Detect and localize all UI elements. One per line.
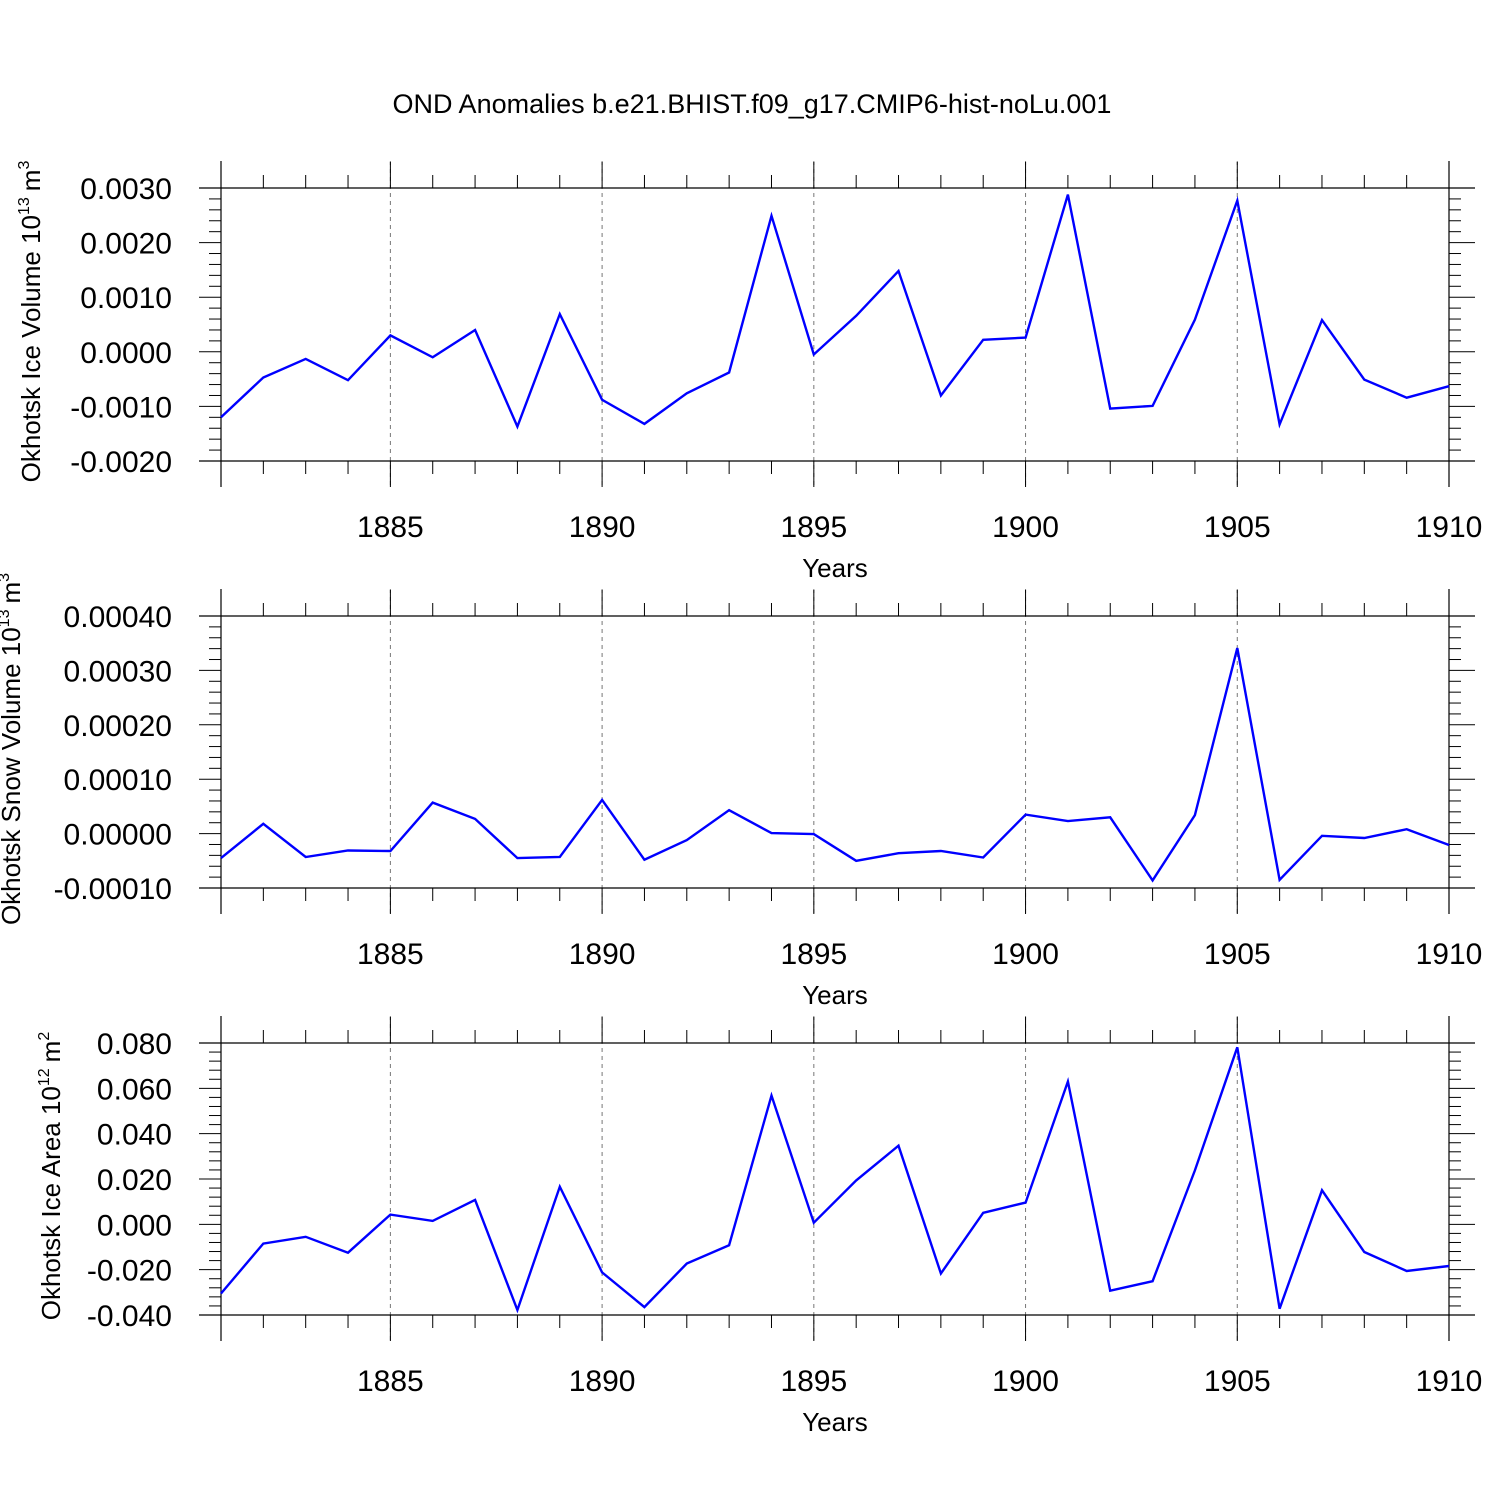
x-tick-label: 1910 <box>1416 511 1483 544</box>
y-tick-label: -0.00010 <box>54 873 172 906</box>
y-axis-label-exponent: 12 <box>36 1068 53 1086</box>
y-tick-label: -0.0020 <box>70 446 172 479</box>
x-axis-label: Years <box>802 980 868 1010</box>
y-tick-label: 0.00030 <box>64 655 172 688</box>
y-axis-label-text: Okhotsk Ice Volume 10 <box>16 215 46 482</box>
x-tick-label: 1885 <box>357 511 424 544</box>
y-tick-label: 0.0010 <box>80 282 172 315</box>
y-axis-label-unit-exponent: 3 <box>16 161 33 170</box>
y-axis-label-unit-exponent: 3 <box>0 573 13 582</box>
x-tick-label: 1890 <box>569 1365 636 1398</box>
x-tick-label: 1895 <box>780 1365 847 1398</box>
figure-title: OND Anomalies b.e21.BHIST.f09_g17.CMIP6-… <box>393 89 1112 119</box>
x-tick-label: 1890 <box>569 511 636 544</box>
x-tick-label: 1910 <box>1416 938 1483 971</box>
y-axis-label-exponent: 13 <box>16 197 33 215</box>
series-line-1 <box>220 194 1450 430</box>
x-tick-label: 1905 <box>1204 938 1271 971</box>
y-axis-label-unit: m <box>36 1041 66 1063</box>
y-tick-label: 0.040 <box>97 1119 172 1152</box>
y-tick-label: -0.040 <box>87 1300 172 1333</box>
x-tick-label: 1895 <box>780 938 847 971</box>
y-tick-label: 0.0030 <box>80 173 172 206</box>
x-tick-label: 1885 <box>357 938 424 971</box>
y-tick-label: -0.020 <box>87 1255 172 1288</box>
y-axis-label: Okhotsk Ice Volume 1013 m3 <box>16 161 46 483</box>
y-tick-label: 0.020 <box>97 1164 172 1197</box>
y-tick-label: 0.0000 <box>80 337 172 370</box>
y-axis-label-unit: m <box>0 582 26 604</box>
x-tick-label: 1900 <box>992 938 1059 971</box>
plots-container: 1885 1890 1895 1900 1905 1910 Years 0.0030 0.002… <box>0 161 1482 1437</box>
x-tick-label: 1890 <box>569 938 636 971</box>
panel-2: 1885 1890 1895 1900 1905 1910 Years 0.00040 0.00… <box>0 573 1482 1010</box>
x-tick-label: 1900 <box>992 1365 1059 1398</box>
y-axis-label-unit: m <box>16 170 46 192</box>
y-axis-label-text: Okhotsk Ice Area 10 <box>36 1086 66 1320</box>
y-axis-label-exponent: 13 <box>0 609 13 627</box>
y-tick-label: 0.00000 <box>64 819 172 852</box>
x-tick-label: 1885 <box>357 1365 424 1398</box>
y-axis-label-unit-exponent: 2 <box>36 1032 53 1041</box>
series-line-1 <box>220 1046 1450 1314</box>
x-axis-label: Years <box>802 553 868 583</box>
y-tick-label: -0.0010 <box>70 391 172 424</box>
x-tick-label: 1895 <box>780 511 847 544</box>
x-tick-label: 1905 <box>1204 511 1271 544</box>
y-tick-label: 0.000 <box>97 1209 172 1242</box>
x-tick-label: 1900 <box>992 511 1059 544</box>
y-tick-label: 0.0020 <box>80 228 172 261</box>
y-tick-label: 0.00010 <box>64 764 172 797</box>
x-tick-label: 1910 <box>1416 1365 1483 1398</box>
x-tick-label: 1905 <box>1204 1365 1271 1398</box>
y-axis-label: Okhotsk Snow Volume 1013 m3 <box>0 573 26 925</box>
panel-1: 1885 1890 1895 1900 1905 1910 Years 0.0030 0.002… <box>16 161 1482 583</box>
y-tick-label: 0.00020 <box>64 710 172 743</box>
y-axis-label: Okhotsk Ice Area 1012 m2 <box>36 1032 66 1321</box>
panel-3: 1885 1890 1895 1900 1905 1910 Years 0.080 0.060 0… <box>36 1016 1482 1437</box>
y-tick-label: 0.060 <box>97 1073 172 1106</box>
y-tick-label: 0.080 <box>97 1028 172 1061</box>
series-line-1 <box>220 647 1450 883</box>
y-tick-label: 0.00040 <box>64 601 172 634</box>
y-axis-label-text: Okhotsk Snow Volume 10 <box>0 627 26 925</box>
x-axis-label: Years <box>802 1407 868 1437</box>
